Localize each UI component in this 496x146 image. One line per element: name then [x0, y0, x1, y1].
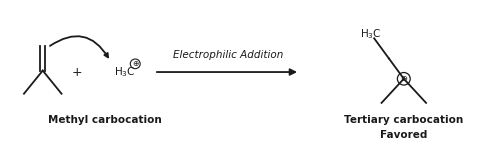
- Text: ⊕: ⊕: [132, 59, 138, 68]
- Text: H$_3$C: H$_3$C: [360, 28, 382, 41]
- Text: Tertiary carbocation: Tertiary carbocation: [344, 115, 463, 125]
- Text: ⊕: ⊕: [400, 74, 407, 83]
- Text: Favored: Favored: [380, 130, 428, 140]
- Text: Methyl carbocation: Methyl carbocation: [48, 115, 161, 125]
- Text: +: +: [72, 66, 83, 79]
- Text: H$_3$C: H$_3$C: [115, 65, 136, 79]
- Text: Electrophilic Addition: Electrophilic Addition: [173, 50, 283, 60]
